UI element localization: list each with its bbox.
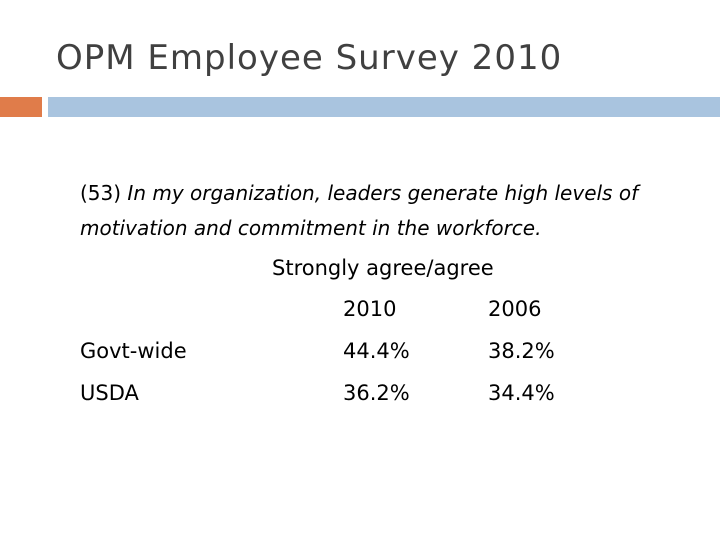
column-header-2010: 2010 [343, 297, 397, 321]
question-number: (53) [80, 181, 122, 205]
row-label-usda: USDA [80, 381, 139, 405]
govt-wide-2006-value: 38.2% [488, 339, 555, 363]
response-header: Strongly agree/agree [272, 256, 494, 280]
usda-2010-value: 36.2% [343, 381, 410, 405]
govt-wide-2010-value: 44.4% [343, 339, 410, 363]
row-label-govt-wide: Govt-wide [80, 339, 187, 363]
title-divider-bar [48, 97, 720, 117]
title-accent-block [0, 97, 42, 117]
column-header-2006: 2006 [488, 297, 542, 321]
survey-question: (53) In my organization, leaders generat… [80, 176, 700, 246]
usda-2006-value: 34.4% [488, 381, 555, 405]
slide-title: OPM Employee Survey 2010 [56, 38, 563, 78]
question-text: In my organization, leaders generate hig… [80, 181, 639, 240]
